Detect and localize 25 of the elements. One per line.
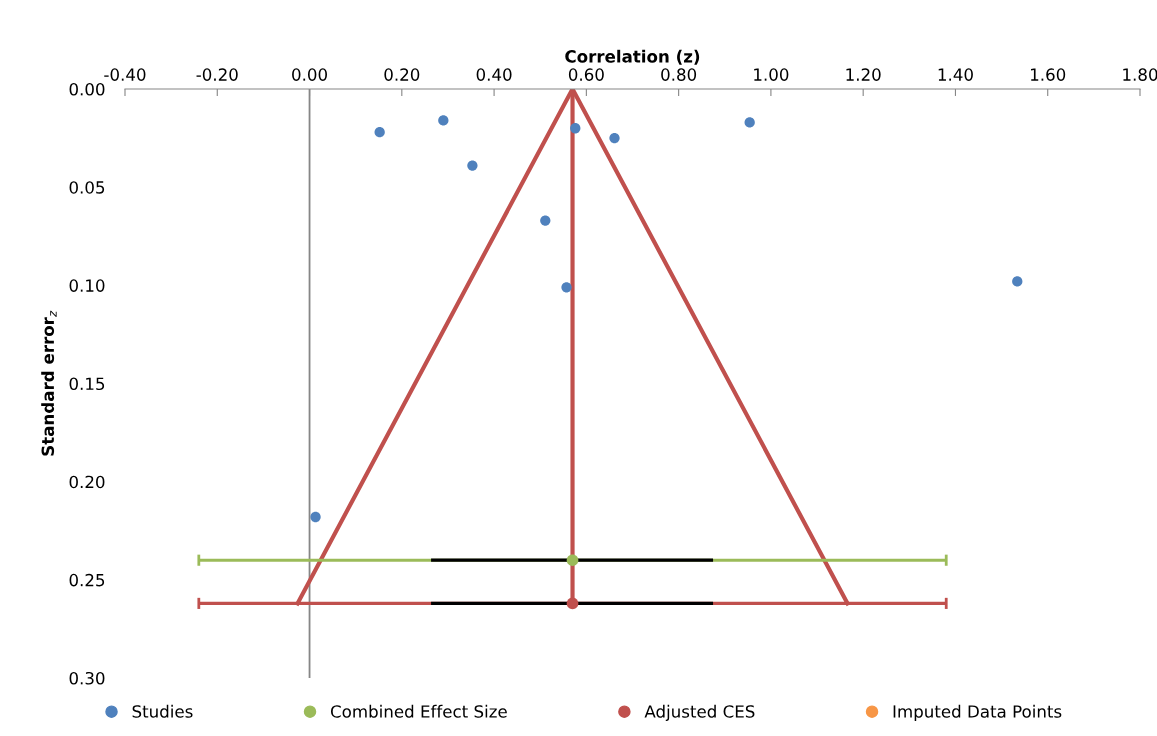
x-tick-label: 0.20 [384, 68, 420, 81]
y-tick-label: 0.15 [69, 377, 105, 391]
x-axis-title: Correlation (z) [565, 49, 700, 65]
x-tick-label: 0.00 [292, 68, 327, 81]
y-tick-label: 0.30 [69, 671, 105, 685]
legend-label: Adjusted CES [644, 704, 755, 721]
x-tick-label: 1.40 [938, 68, 973, 81]
y-tick-label: 0.00 [69, 82, 105, 96]
x-tick-label: -0.40 [104, 68, 146, 81]
x-tick-label: 1.00 [754, 68, 789, 81]
legend-label: Imputed Data Points [893, 704, 1062, 721]
x-tick-label: 0.40 [476, 68, 512, 81]
x-tick-label: 0.60 [568, 68, 604, 81]
x-tick-label: 1.20 [846, 68, 881, 81]
legend-label: Studies [132, 704, 193, 718]
x-tick-label: 1.60 [1031, 68, 1066, 81]
y-tick-label: 0.25 [69, 573, 105, 587]
y-tick-label: 0.05 [69, 181, 105, 194]
y-tick-label: 0.20 [69, 475, 105, 489]
y-tick-label: 0.10 [69, 279, 105, 292]
x-tick-label: -0.20 [196, 68, 238, 81]
x-tick-label: 0.80 [661, 68, 697, 81]
x-tick-label: 1.80 [1123, 68, 1157, 81]
legend-label: Combined Effect Size [330, 704, 507, 718]
y-axis-title: Standard error$_{z}$ [41, 310, 57, 456]
